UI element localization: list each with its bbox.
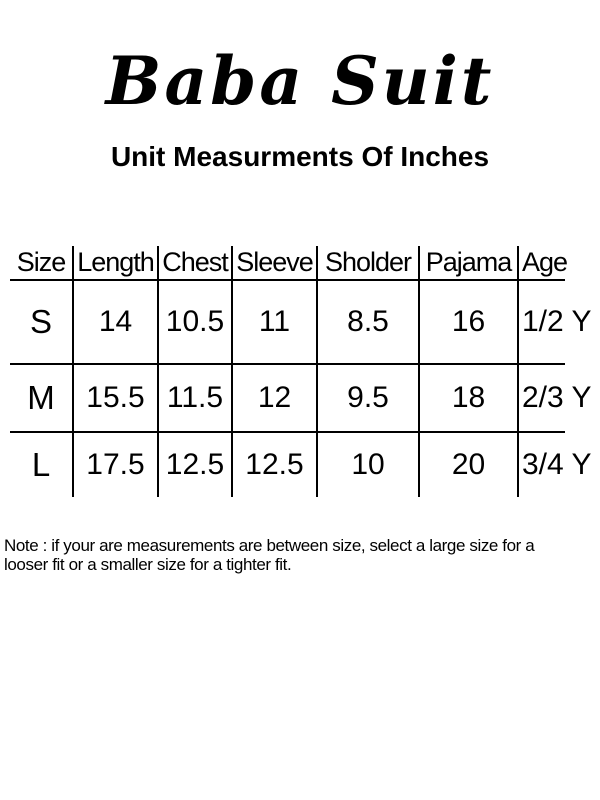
cell-size-s: S	[10, 281, 72, 365]
fit-note-line-1: Note : if your are measurements are betw…	[4, 536, 535, 555]
column-header-size: Size	[10, 246, 72, 281]
page-subtitle: Unit Measurments Of Inches	[110, 141, 490, 172]
fit-note: Note : if your are measurements are betw…	[4, 536, 600, 574]
cell-pajama-l: 20	[418, 433, 517, 497]
column-header-length: Length	[72, 246, 157, 281]
page-title: Baba Suit	[105, 42, 495, 120]
column-header-chest: Chest	[157, 246, 231, 281]
column-header-age: Age	[517, 246, 568, 281]
cell-sholder-l: 10	[316, 433, 418, 497]
cell-sleeve-m: 12	[231, 365, 316, 433]
cell-sholder-m: 9.5	[316, 365, 418, 433]
cell-age-l: 3/4 Y	[517, 433, 592, 497]
column-header-pajama: Pajama	[418, 246, 517, 281]
cell-chest-s: 10.5	[157, 281, 231, 365]
column-header-sleeve: Sleeve	[231, 246, 316, 281]
cell-pajama-s: 16	[418, 281, 517, 365]
size-chart-table: Size Length Chest Sleeve Sholder Pajama …	[10, 246, 592, 497]
cell-length-m: 15.5	[72, 365, 157, 433]
cell-chest-m: 11.5	[157, 365, 231, 433]
cell-sleeve-s: 11	[231, 281, 316, 365]
cell-size-l: L	[31, 446, 51, 483]
fit-note-line-2: looser fit or a smaller size for a tight…	[4, 554, 292, 574]
cell-age-m: 2/3 Y	[517, 365, 592, 433]
cell-sholder-s: 8.5	[316, 281, 418, 365]
cell-length-l: 17.5	[72, 433, 157, 497]
cell-sleeve-l: 12.5	[231, 433, 316, 497]
cell-size-m: M	[10, 365, 72, 433]
cell-age-s: 1/2 Y	[517, 281, 592, 365]
cell-pajama-m: 18	[418, 365, 517, 433]
cell-length-s: 14	[72, 281, 157, 365]
column-header-sholder: Sholder	[316, 246, 418, 281]
cell-chest-l: 12.5	[157, 433, 231, 497]
